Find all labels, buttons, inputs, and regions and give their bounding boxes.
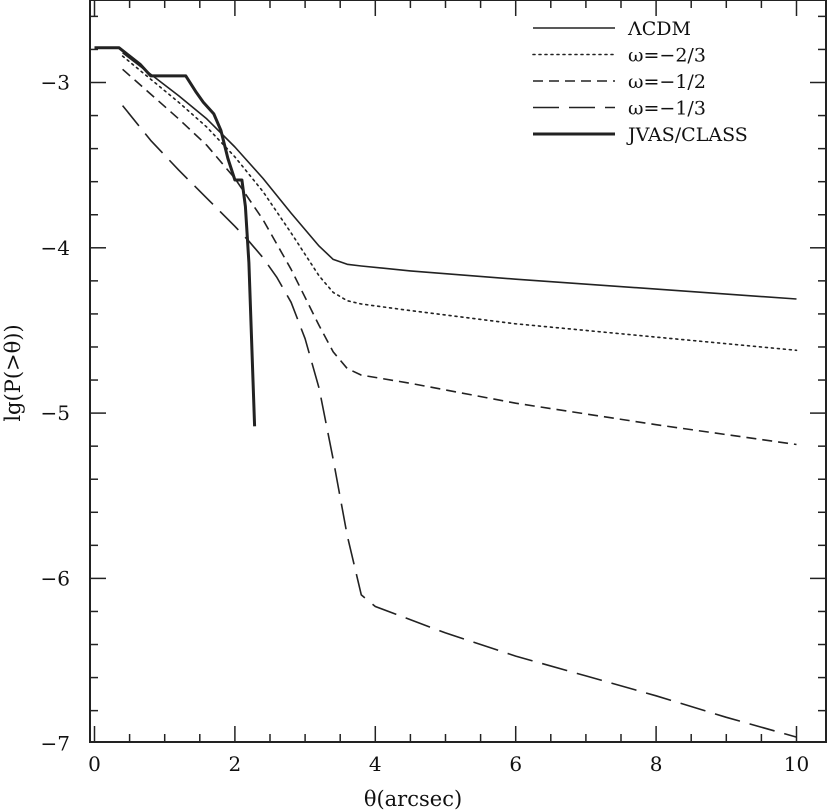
legend-label-4: JVAS/CLASS [626, 124, 748, 146]
x-tick-label: 8 [650, 752, 663, 776]
legend-label-3: ω=−1/3 [628, 98, 706, 120]
series-line-1 [121, 55, 798, 352]
plot-frame [89, 0, 827, 743]
legend-label-1: ω=−2/3 [628, 45, 706, 67]
y-tick-label: −3 [41, 71, 70, 95]
y-tick-label: −5 [41, 401, 70, 425]
legend-label-0: ΛCDM [627, 18, 691, 40]
x-tick-label: 10 [784, 752, 809, 776]
series-line-4 [94, 46, 257, 427]
y-axis-ticks [90, 15, 826, 712]
series-line-2 [122, 68, 797, 446]
x-tick-label: 2 [229, 752, 242, 776]
x-tick-label: 6 [509, 752, 522, 776]
legend: ΛCDM ω=−2/3 ω=−1/2 ω=−1/3 JVAS/CLASS [532, 18, 748, 146]
y-axis-title: lg(P(>θ)) [1, 324, 25, 421]
series-line-0 [122, 52, 797, 300]
series-lines [94, 46, 798, 738]
legend-label-2: ω=−1/2 [628, 71, 706, 93]
y-tick-label: −7 [41, 732, 70, 756]
y-tick-label: −4 [41, 236, 70, 260]
y-axis-tick-labels: −7 −6 −5 −4 −3 [41, 71, 70, 756]
series-line-3 [121, 105, 797, 738]
x-tick-label: 4 [369, 752, 382, 776]
y-tick-label: −6 [41, 566, 70, 590]
x-axis-ticks [93, 0, 798, 742]
x-tick-label: 0 [88, 752, 101, 776]
x-axis-title: θ(arcsec) [364, 787, 462, 811]
x-axis-tick-labels: 0 2 4 6 8 10 [88, 752, 809, 776]
